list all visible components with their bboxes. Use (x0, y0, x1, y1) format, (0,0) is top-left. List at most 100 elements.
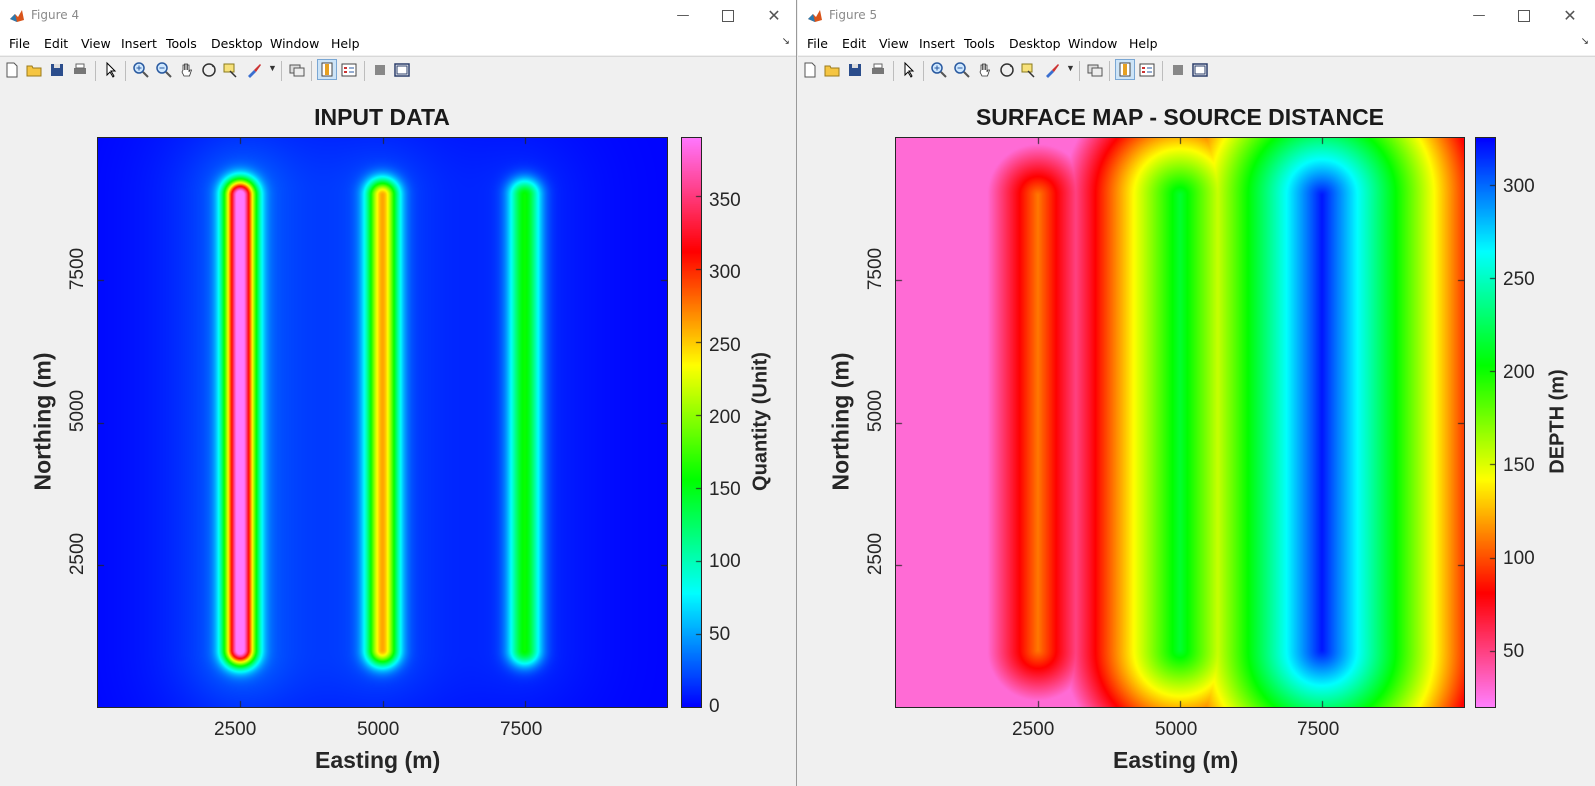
menu-edit[interactable]: Edit (44, 36, 69, 51)
pan-hand-icon[interactable] (178, 61, 196, 79)
data-cursor-icon[interactable] (1020, 61, 1038, 79)
close-icon: ✕ (767, 6, 781, 25)
menu-tools[interactable]: Tools (964, 36, 995, 51)
rotate-3d-icon[interactable] (998, 61, 1016, 79)
colorbar-tick-label: 100 (709, 551, 741, 572)
save-icon[interactable] (846, 61, 864, 79)
colorbar-label: Quantity (Unit) (749, 352, 772, 491)
colorbar-label: DEPTH (m) (1546, 369, 1569, 474)
open-file-icon[interactable] (823, 61, 841, 79)
x-axis-label: Easting (m) (315, 747, 441, 773)
colorbar (1475, 137, 1496, 708)
x-tick-label: 7500 (500, 719, 543, 740)
menu-window[interactable]: Window (1068, 36, 1118, 51)
colorbar-tick-label: 300 (1503, 176, 1535, 197)
toolbar-separator (281, 61, 282, 81)
new-figure-icon[interactable] (801, 61, 819, 79)
menu-help[interactable]: Help (331, 36, 360, 51)
y-tick-label: 5000 (67, 389, 89, 433)
legend-icon[interactable] (340, 61, 358, 79)
edit-pointer-icon[interactable] (900, 61, 918, 79)
menu-view[interactable]: View (879, 36, 909, 51)
zoom-in-icon[interactable] (132, 61, 150, 79)
heatmap-plot[interactable] (97, 137, 668, 708)
menu-desktop[interactable]: Desktop (211, 36, 263, 51)
brush-icon[interactable] (245, 61, 263, 79)
hide-plot-tools-icon[interactable] (1169, 61, 1187, 79)
x-tick-label: 5000 (357, 719, 400, 740)
colorbar-tick-label: 150 (709, 479, 741, 500)
menu-edit[interactable]: Edit (842, 36, 867, 51)
legend-icon[interactable] (1138, 61, 1156, 79)
zoom-out-icon[interactable] (953, 61, 971, 79)
show-plot-tools-icon[interactable] (1191, 61, 1209, 79)
colorbar-tick-label: 50 (709, 624, 731, 645)
colorbar-tick-label: 300 (709, 262, 741, 283)
figure-window-1: Figure 4 — ✕ File Edit View Insert Tools… (0, 0, 797, 786)
colorbar-gradient (1476, 138, 1495, 707)
show-plot-tools-icon[interactable] (393, 61, 411, 79)
y-tick-label: 5000 (865, 389, 887, 433)
heatmap-image (896, 138, 1464, 707)
toolbar-separator (1162, 61, 1163, 81)
maximize-button[interactable] (1501, 0, 1547, 31)
save-icon[interactable] (48, 61, 66, 79)
rotate-3d-icon[interactable] (200, 61, 218, 79)
menu-bar: File Edit View Insert Tools Desktop Wind… (0, 31, 796, 55)
dock-icon[interactable]: ↘ (1580, 36, 1589, 47)
menu-file[interactable]: File (9, 36, 30, 51)
brush-dropdown-icon[interactable]: ▼ (1066, 63, 1075, 73)
title-bar[interactable]: Figure 5 — ✕ (798, 0, 1595, 31)
x-axis-label: Easting (m) (1113, 747, 1239, 773)
toolbar-separator (125, 61, 126, 81)
dock-icon[interactable]: ↘ (781, 36, 790, 47)
toolbar-separator (311, 61, 312, 81)
heatmap-plot[interactable] (895, 137, 1465, 708)
edit-pointer-icon[interactable] (102, 61, 120, 79)
menu-insert[interactable]: Insert (919, 36, 955, 51)
colorbar-tick-label: 250 (709, 335, 741, 356)
matlab-icon (808, 10, 822, 22)
print-icon[interactable] (869, 61, 887, 79)
toolbar-separator (923, 61, 924, 81)
colorbar-tick-label: 0 (709, 696, 720, 717)
brush-dropdown-icon[interactable]: ▼ (268, 63, 277, 73)
pan-hand-icon[interactable] (976, 61, 994, 79)
colorbar-toggle-button[interactable] (317, 59, 337, 80)
menu-window[interactable]: Window (270, 36, 320, 51)
close-button[interactable]: ✕ (751, 0, 797, 31)
heatmap-image (98, 138, 667, 707)
zoom-out-icon[interactable] (155, 61, 173, 79)
data-cursor-icon[interactable] (222, 61, 240, 79)
x-tick-label: 7500 (1297, 719, 1340, 740)
x-tick-label: 2500 (1012, 719, 1055, 740)
menu-bar: File Edit View Insert Tools Desktop Wind… (798, 31, 1595, 55)
hide-plot-tools-icon[interactable] (371, 61, 389, 79)
link-plot-icon[interactable] (1086, 61, 1104, 79)
menu-help[interactable]: Help (1129, 36, 1158, 51)
window-title: Figure 4 (31, 8, 80, 22)
brush-icon[interactable] (1043, 61, 1061, 79)
y-tick-label: 2500 (67, 532, 89, 576)
menu-desktop[interactable]: Desktop (1009, 36, 1061, 51)
maximize-button[interactable] (705, 0, 751, 31)
menu-tools[interactable]: Tools (166, 36, 197, 51)
title-bar[interactable]: Figure 4 — ✕ (0, 0, 796, 31)
toolbar-separator (95, 61, 96, 81)
menu-insert[interactable]: Insert (121, 36, 157, 51)
zoom-in-icon[interactable] (930, 61, 948, 79)
maximize-icon (722, 9, 734, 22)
colorbar (681, 137, 702, 708)
minimize-button[interactable]: — (660, 0, 706, 31)
open-file-icon[interactable] (25, 61, 43, 79)
new-figure-icon[interactable] (3, 61, 21, 79)
colorbar-toggle-button[interactable] (1115, 59, 1135, 80)
print-icon[interactable] (71, 61, 89, 79)
link-plot-icon[interactable] (288, 61, 306, 79)
close-button[interactable]: ✕ (1547, 0, 1593, 31)
colorbar-icon (321, 62, 333, 77)
colorbar-tick-label: 200 (709, 407, 741, 428)
minimize-button[interactable]: — (1456, 0, 1502, 31)
menu-view[interactable]: View (81, 36, 111, 51)
menu-file[interactable]: File (807, 36, 828, 51)
